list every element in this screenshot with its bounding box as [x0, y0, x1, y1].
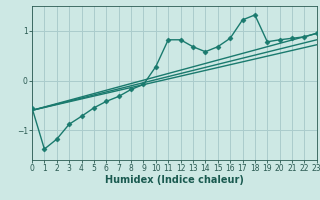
X-axis label: Humidex (Indice chaleur): Humidex (Indice chaleur)	[105, 175, 244, 185]
